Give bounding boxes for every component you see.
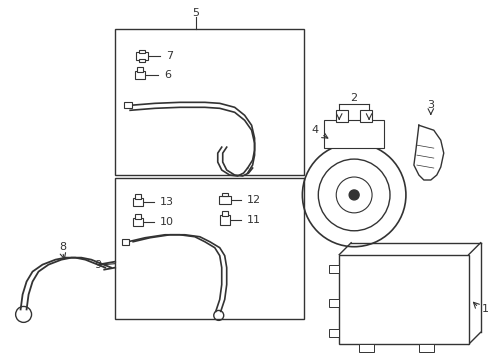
Bar: [358, 344, 373, 352]
Bar: [339, 255, 468, 344]
Bar: [218, 196, 230, 204]
Circle shape: [348, 190, 358, 200]
Bar: [418, 344, 433, 352]
Bar: [324, 120, 383, 148]
Text: 13: 13: [160, 197, 174, 207]
Bar: [221, 193, 227, 196]
Text: 5: 5: [192, 8, 199, 18]
Text: 7: 7: [165, 50, 173, 60]
Bar: [359, 110, 371, 122]
Bar: [115, 29, 304, 175]
Bar: [336, 110, 347, 122]
Bar: [115, 178, 304, 319]
Bar: [135, 72, 145, 80]
Bar: [221, 211, 227, 216]
Bar: [139, 59, 145, 62]
Text: 6: 6: [163, 71, 171, 80]
Bar: [219, 215, 229, 225]
Text: 2: 2: [350, 93, 357, 103]
Text: 9: 9: [95, 260, 102, 270]
Bar: [328, 265, 339, 273]
Bar: [133, 218, 143, 226]
Bar: [133, 198, 143, 206]
Bar: [328, 329, 339, 337]
Text: 8: 8: [59, 242, 66, 252]
Text: 12: 12: [246, 195, 260, 205]
Bar: [136, 51, 148, 59]
Text: 11: 11: [246, 215, 260, 225]
Text: 1: 1: [481, 305, 488, 314]
Text: 4: 4: [311, 125, 318, 135]
Bar: [137, 67, 143, 72]
Bar: [139, 50, 145, 53]
Bar: [135, 214, 141, 219]
Text: 10: 10: [160, 217, 174, 227]
Bar: [135, 194, 141, 199]
Bar: [122, 239, 129, 245]
Text: 3: 3: [427, 100, 433, 110]
Bar: [124, 102, 132, 108]
Bar: [328, 300, 339, 307]
